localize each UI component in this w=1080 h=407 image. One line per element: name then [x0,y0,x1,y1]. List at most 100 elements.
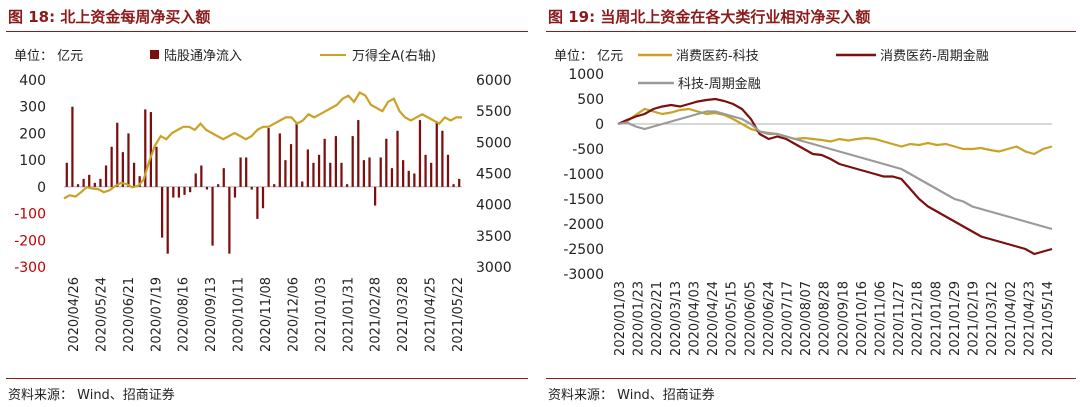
left-bar [267,128,270,187]
left-x-tick: 2020/10/11 [232,277,247,352]
left-x-tick: 2020/11/08 [259,277,274,352]
left-x-tick: 2021/03/28 [396,277,411,352]
left-bar [390,168,394,187]
left-bar [76,184,80,187]
left-bar [261,186,265,209]
left-bar [385,138,388,187]
right-x-tick: 2020/01/03 [613,281,628,356]
left-bar [323,138,326,187]
right-y-tick: 500 [577,92,604,108]
legend-label-tech-cyclical: 科技-周期金融 [678,76,761,92]
left-x-tick: 2021/05/22 [451,277,466,352]
right-x-tick: 2020/11/27 [892,281,907,356]
left-bar [284,160,287,187]
right-x-tick: 2020/04/24 [706,281,721,356]
right-y-ticks: 1000 500 0 -500 -1000 -1500 -2000 -2500 -3000 [563,67,604,283]
right-source: 资料来源： Wind、招商证券 [548,388,715,403]
right-y-tick: -1500 [563,192,604,208]
consumer-cyclical-line [617,97,1053,256]
left-bar [217,184,220,187]
right-x-tick: 2021/02/19 [967,281,982,356]
right-x-tick: 2021/04/02 [1004,281,1019,356]
left-bar [222,168,225,187]
right-y-tick: 0 [595,117,604,133]
left-bar [458,178,461,187]
left-line [63,91,462,200]
left-bar [194,173,197,187]
right-y-tick: 1000 [568,67,604,83]
legend-label-consumer-tech: 消费医药-科技 [676,49,759,64]
right-source-rule [546,378,1076,379]
left-bar [127,133,130,187]
right-y-tick: 3500 [476,229,512,245]
left-x-tick: 2020/05/24 [94,277,109,352]
left-bar [418,120,422,187]
left-y-tick: -300 [14,260,46,276]
right-y-tick: 6000 [476,73,512,89]
right-x-tick: 2020/12/18 [911,281,926,356]
left-bar [93,182,96,187]
left-bar [357,120,360,187]
left-bar [424,154,427,187]
left-x-tick: 2020/06/21 [122,277,137,352]
left-bar [329,162,332,187]
left-chart-title: 图 18: 北上资金每周净买入额 [8,8,211,26]
left-x-tick: 2020/12/06 [286,277,301,352]
right-y-tick: -500 [572,142,604,158]
right-title-rule [546,31,1076,32]
left-bar [446,154,450,187]
right-y-tick: -2500 [563,242,604,258]
left-bar [144,109,147,187]
left-y-ticks: 400 300 200 100 0 -100 -200 -300 [14,73,46,276]
left-bar [312,162,315,187]
left-bar [205,186,209,190]
left-title-rule [6,31,528,32]
right-x-tick: 2020/08/07 [799,281,814,356]
right-x-tick: 2020/09/18 [836,281,851,356]
left-bar [413,173,416,187]
left-bar [71,106,74,187]
consumer-tech-line [617,107,1053,156]
left-y-tick: -200 [14,233,46,249]
left-bar [340,162,343,187]
left-bar [228,186,231,254]
left-bar [317,154,321,187]
left-x-tick: 2021/01/31 [341,277,356,352]
left-bar [396,130,399,187]
left-x-tick: 2020/09/13 [204,277,219,352]
left-bar [104,165,108,187]
right-x-ticks: 2020/01/03 2020/01/23 2020/02/21 2020/03/13… [613,281,1056,356]
left-bar [379,157,382,187]
right-unit-label: 单位： 亿元 [554,49,623,64]
right-x-tick: 2020/02/21 [650,281,665,356]
left-bar [362,160,366,187]
left-bar [233,186,237,198]
left-bar [402,160,405,187]
left-bar [88,174,91,187]
left-y-tick: 0 [37,180,46,196]
right-x-tick: 2020/06/24 [762,281,777,356]
right-x-tick: 2021/01/29 [948,281,963,356]
left-y-tick: 100 [19,153,46,169]
left-bar [172,186,175,198]
tech-cyclical-line [617,110,1053,231]
left-bar [99,178,102,187]
right-x-tick: 2020/06/05 [743,281,758,356]
right-x-tick: 2021/03/12 [985,281,1000,356]
left-x-tick: 2020/08/16 [177,277,192,352]
right-chart-panel: 图 19: 当周北上资金在各大类行业相对净买入额 单位： 亿元 消费医药-科技消… [540,0,1080,407]
left-bar [289,144,293,187]
left-bar [200,165,203,187]
left-bar [149,112,153,187]
left-chart-svg: 单位： 亿元 陆股通净流入 万得全A(右轴) 400 300 200 100 0 -100 -… [14,48,512,352]
left-bar [250,186,253,190]
left-bar [65,162,68,187]
right-x-tick: 2020/04/03 [687,281,702,356]
right-y-tick: -1000 [563,167,604,183]
left-y2-ticks: 6000 5500 5000 4500 4000 3500 3000 [476,73,512,276]
right-x-tick: 2020/05/15 [725,281,740,356]
legend-bar-swatch [150,50,159,59]
left-legend: 陆股通净流入 万得全A(右轴) [150,48,436,64]
left-bar [373,186,377,206]
